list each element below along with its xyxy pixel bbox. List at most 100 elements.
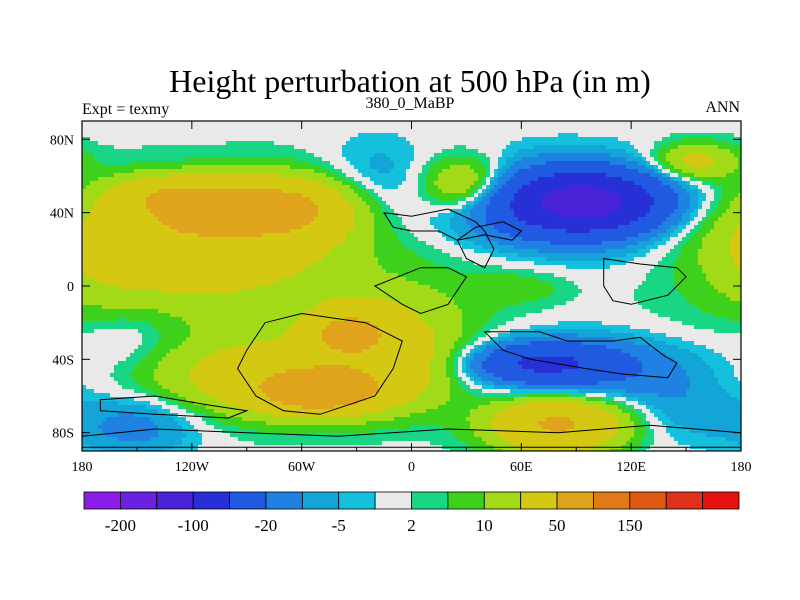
field-cell bbox=[486, 193, 494, 197]
field-cell bbox=[714, 181, 741, 185]
field-cell bbox=[98, 197, 146, 201]
field-cell bbox=[218, 397, 270, 401]
field-cell bbox=[546, 417, 570, 421]
field-cell bbox=[130, 353, 146, 357]
field-cell bbox=[518, 149, 626, 153]
field-cell bbox=[510, 165, 530, 169]
field-cell bbox=[158, 217, 314, 221]
field-cell bbox=[374, 393, 418, 397]
field-cell bbox=[410, 141, 510, 145]
field-cell bbox=[650, 193, 678, 197]
field-cell bbox=[426, 409, 470, 413]
field-cell bbox=[314, 217, 354, 221]
field-cell bbox=[82, 241, 342, 245]
field-cell bbox=[162, 289, 238, 293]
field-cell bbox=[518, 189, 554, 193]
field-cell bbox=[314, 261, 378, 265]
field-cell bbox=[134, 369, 154, 373]
field-cell bbox=[458, 337, 470, 341]
field-cell bbox=[678, 441, 738, 445]
field-cell bbox=[374, 213, 386, 217]
field-cell bbox=[522, 301, 566, 305]
field-cell bbox=[658, 157, 666, 161]
field-cell bbox=[418, 281, 550, 285]
colorbar-swatch bbox=[192, 491, 230, 510]
field-cell bbox=[370, 157, 390, 161]
field-cell bbox=[490, 173, 494, 177]
colorbar-swatch bbox=[629, 491, 667, 510]
field-cell bbox=[474, 393, 526, 397]
field-cell bbox=[266, 421, 366, 425]
colorbar-swatch bbox=[593, 491, 631, 510]
field-cell bbox=[726, 209, 741, 213]
field-cell bbox=[554, 305, 642, 309]
field-cell bbox=[574, 297, 634, 301]
field-cell bbox=[566, 277, 646, 281]
field-cell bbox=[542, 201, 622, 205]
field-cell bbox=[738, 441, 741, 445]
field-cell bbox=[498, 341, 530, 345]
field-cell bbox=[662, 173, 666, 177]
field-cell bbox=[158, 429, 182, 433]
field-cell bbox=[618, 417, 630, 421]
field-cell bbox=[198, 361, 430, 365]
field-cell bbox=[678, 285, 714, 289]
field-cell bbox=[490, 165, 498, 169]
field-cell bbox=[650, 249, 670, 253]
field-cell bbox=[474, 381, 482, 385]
field-cell bbox=[690, 217, 694, 221]
field-cell bbox=[82, 409, 158, 413]
field-cell bbox=[618, 405, 626, 409]
field-cell bbox=[158, 433, 186, 437]
field-cell bbox=[462, 353, 466, 357]
field-cell bbox=[474, 333, 486, 337]
field-cell bbox=[482, 361, 518, 365]
field-cell bbox=[430, 201, 458, 205]
field-cell bbox=[582, 401, 606, 405]
field-cell bbox=[666, 341, 694, 345]
field-cell bbox=[682, 245, 702, 249]
colorbar-label: -200 bbox=[105, 516, 136, 535]
field-cell bbox=[82, 361, 118, 365]
field-cell bbox=[154, 369, 190, 373]
field-cell bbox=[650, 409, 662, 413]
field-cell bbox=[82, 141, 98, 145]
colorbar-swatch bbox=[265, 491, 303, 510]
field-cell bbox=[430, 361, 446, 365]
field-cell bbox=[450, 349, 458, 353]
field-cell bbox=[406, 401, 446, 405]
field-cell bbox=[662, 221, 678, 225]
field-cell bbox=[202, 441, 254, 445]
field-cell bbox=[478, 197, 482, 201]
field-cell bbox=[354, 165, 370, 169]
y-tick-label: 40S bbox=[52, 353, 74, 368]
field-cell bbox=[194, 401, 226, 405]
field-cell bbox=[450, 165, 470, 169]
field-cell bbox=[674, 277, 706, 281]
field-cell bbox=[498, 337, 514, 341]
field-cell bbox=[662, 145, 678, 149]
field-cell bbox=[514, 397, 586, 401]
field-cell bbox=[82, 413, 118, 417]
field-cell bbox=[702, 181, 714, 185]
field-cell bbox=[438, 405, 478, 409]
field-cell bbox=[558, 213, 606, 217]
field-cell bbox=[378, 169, 390, 173]
field-cell bbox=[530, 181, 634, 185]
field-cell bbox=[82, 301, 318, 305]
field-cell bbox=[286, 329, 322, 333]
field-cell bbox=[202, 417, 214, 421]
field-cell bbox=[462, 257, 506, 261]
field-cell bbox=[642, 305, 698, 309]
field-cell bbox=[726, 293, 741, 297]
field-cell bbox=[630, 325, 694, 329]
field-cell bbox=[182, 429, 198, 433]
field-cell bbox=[254, 341, 326, 345]
field-cell bbox=[494, 417, 546, 421]
field-cell bbox=[418, 393, 450, 397]
field-cell bbox=[446, 357, 454, 361]
field-cell bbox=[458, 269, 534, 273]
field-cell bbox=[450, 393, 474, 397]
field-cell bbox=[538, 249, 606, 253]
field-cell bbox=[342, 241, 374, 245]
